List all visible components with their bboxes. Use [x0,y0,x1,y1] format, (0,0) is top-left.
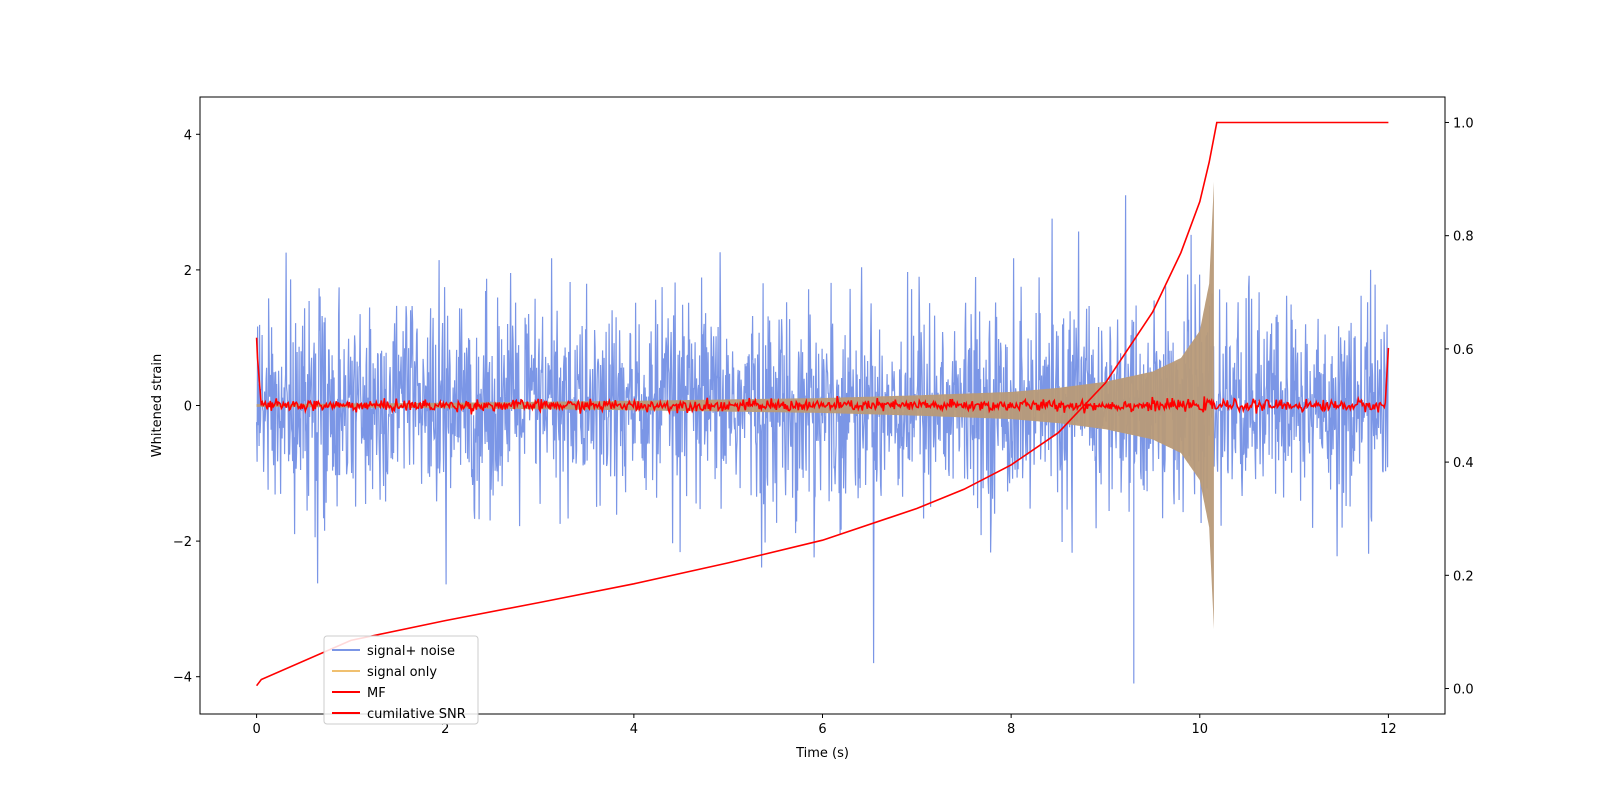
legend-label: MF [367,686,386,701]
y-right-tick-label: 0.0 [1453,683,1474,698]
x-tick-label: 6 [818,722,826,737]
legend-box [323,635,479,725]
x-tick-label: 8 [1007,722,1015,737]
y-right-tick-label: 0.2 [1453,569,1474,584]
legend-label: cumilative SNR [367,707,466,722]
y-tick-label: −2 [173,535,192,550]
series-mf [255,337,1390,416]
y-tick-label: −4 [173,671,192,686]
legend-label: signal only [367,665,437,680]
x-axis-label: Time (s) [795,746,849,761]
y-axis-label: Whitened strain [150,354,165,457]
y-right-tick-label: 0.4 [1453,456,1474,471]
x-tick-label: 2 [441,722,449,737]
series-cumulative-snr [255,121,1389,687]
x-tick-label: 10 [1191,722,1208,737]
series-signal-plus-noise [256,195,1389,684]
plot-area [255,121,1390,687]
x-tick-label: 12 [1380,722,1397,737]
y-right-tick-label: 0.8 [1453,230,1474,245]
y-right-tick-label: 0.6 [1453,343,1474,358]
x-tick-label: 0 [252,722,260,737]
y-tick-label: 0 [184,400,192,415]
y-tick-label: 4 [184,128,192,143]
x-tick-label: 4 [630,722,638,737]
legend: signal+ noise signal only MF cumilative SNR [323,635,479,725]
y-tick-label: 2 [184,264,192,279]
axis-ticks: 0 2 4 6 8 10 12 −4 −2 0 2 4 0.0 0.2 0.4 0.6 0.8 1.0 [173,116,1474,737]
y-right-tick-label: 1.0 [1453,116,1474,131]
legend-label: signal+ noise [367,644,455,659]
